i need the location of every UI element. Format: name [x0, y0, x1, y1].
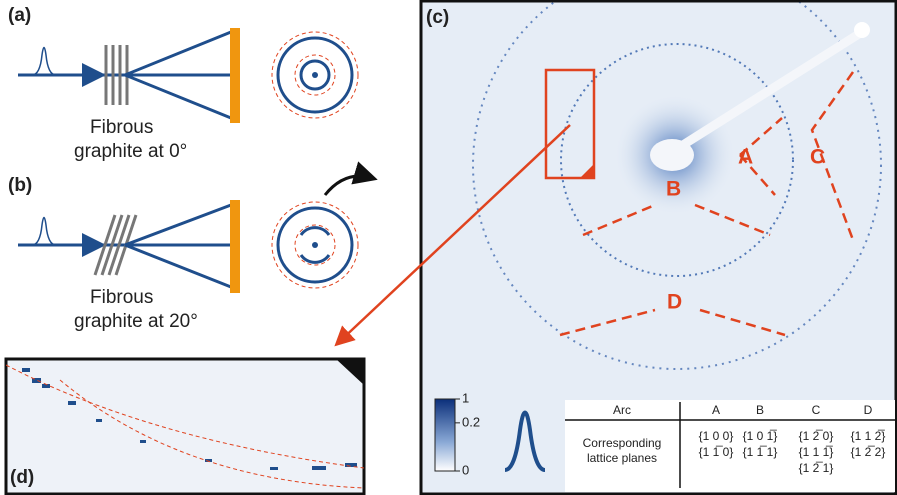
- caption: graphite at 20°: [74, 311, 198, 332]
- glare: [854, 22, 870, 38]
- colorbar-tick-label: 0: [462, 462, 469, 477]
- detector: [230, 200, 240, 293]
- table-cell: {1 1̅ 0}: [699, 445, 734, 459]
- arc-label: B: [666, 178, 681, 201]
- table-cell: {1 2̅ 1}: [799, 461, 834, 475]
- beamstop: [650, 139, 694, 171]
- arc-label: C: [810, 146, 825, 169]
- frame: [6, 359, 364, 494]
- panel-b: (b) Fibrous graphite at 20°: [8, 175, 372, 332]
- panel-label: (a): [8, 5, 31, 26]
- table-cell: {1 2̅ 0}: [799, 429, 834, 443]
- panel-label: (d): [10, 467, 34, 488]
- caption: Fibrous: [90, 287, 153, 308]
- diffracted-beams: [125, 32, 231, 118]
- table-cell: {1 2̅ 2}: [851, 445, 886, 459]
- column-header: Arc: [613, 403, 631, 417]
- arc-label: D: [667, 291, 682, 314]
- pulse: [32, 218, 56, 246]
- colorbar-scale: [435, 399, 455, 471]
- arrow: [325, 176, 372, 195]
- spot: [312, 72, 318, 78]
- column-header: D: [864, 403, 873, 417]
- row-header: Corresponding: [583, 436, 662, 450]
- row-header: lattice planes: [587, 451, 657, 465]
- arc-label: A: [738, 146, 753, 169]
- pulse: [32, 48, 56, 76]
- panel-label: (c): [426, 7, 449, 28]
- colorbar-tick-label: 0.2: [462, 414, 480, 429]
- panel-d: (d): [6, 359, 364, 494]
- table-cell: {1 1 2̅}: [851, 429, 886, 443]
- table-cell: {1 0 1̅}: [743, 429, 778, 443]
- panel-a: (a) Fibrous graphite at 0°: [8, 5, 358, 162]
- column-header: C: [812, 403, 821, 417]
- detector: [230, 28, 240, 123]
- column-header: A: [712, 403, 720, 417]
- panel-label: (b): [8, 175, 32, 196]
- table-cell: {1 1̅ 1}: [743, 445, 778, 459]
- caption: graphite at 0°: [74, 141, 187, 162]
- table: Corresponding lattice planes Arc A B C D {1 0…: [565, 400, 895, 492]
- table-cell: {1 0 0}: [699, 429, 734, 443]
- table-cell: {1 1 1̅}: [799, 445, 834, 459]
- panel-c: A B C D (c) 0 0.2 1 Corresponding lattice …: [421, 0, 896, 494]
- diffracted-beams: [125, 205, 231, 287]
- figure: (a) Fibrous graphite at 0° (b) Fibr: [0, 0, 897, 495]
- column-header: B: [756, 403, 764, 417]
- colorbar-tick-label: 1: [462, 390, 469, 405]
- caption: Fibrous: [90, 117, 153, 138]
- spot: [312, 242, 318, 248]
